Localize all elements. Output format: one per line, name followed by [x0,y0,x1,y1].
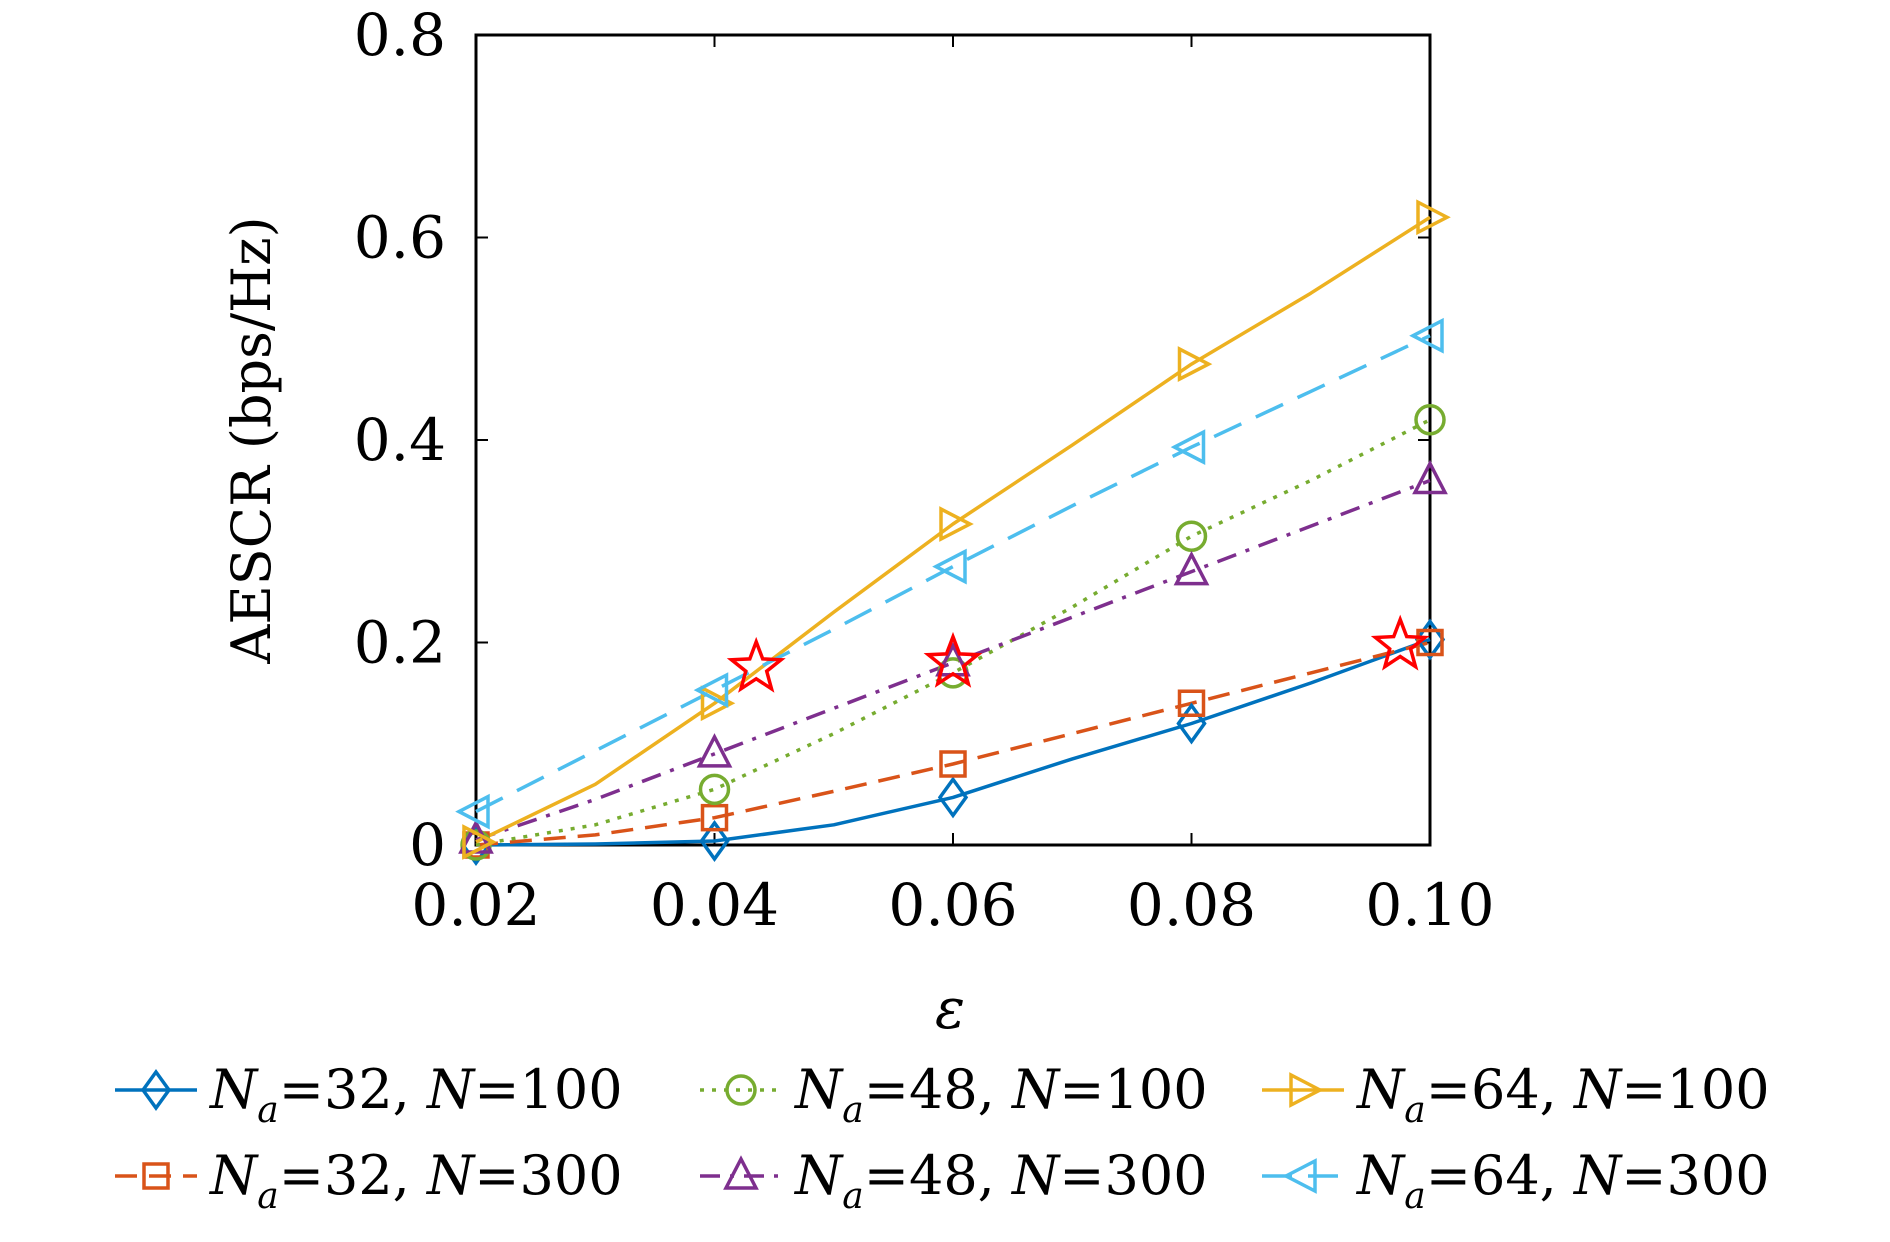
x-tick-label: 0.02 [411,871,540,939]
data-point-marker [1173,550,1210,586]
series-markers [455,199,1451,866]
x-tick-label: 0.04 [650,871,779,939]
legend-entry: Na=32, N=300 [115,1144,623,1217]
y-axis-label: AESCR (bps/Hz) [220,216,283,664]
legend-label: Na=64, N=100 [1355,1058,1770,1131]
data-point-marker [1416,199,1451,236]
star-marker [1370,614,1430,671]
data-point-marker [455,793,490,830]
plot-frame [474,33,1432,847]
legend-entry: Na=64, N=300 [1262,1144,1770,1217]
star-marker [726,636,786,693]
legend-label: Na=64, N=300 [1355,1144,1770,1217]
tick-labels: 0.02 0.04 0.06 0.08 0.10 0 0.2 0.4 0.6 0.8 [354,1,1495,939]
data-point-marker [700,803,729,832]
legend-label: Na=32, N=100 [208,1058,623,1131]
data-point-marker [939,506,974,542]
y-tick-label: 0.4 [354,406,446,474]
star-marker [923,631,983,688]
data-point-marker [937,776,969,819]
y-tick-label: 0.8 [354,1,446,69]
series-line [475,640,1431,847]
data-point-marker [1414,404,1446,436]
series-line [475,478,1431,842]
x-tick-label: 0.10 [1365,871,1494,939]
series-line [475,334,1431,814]
legend-label: Na=48, N=300 [793,1144,1208,1217]
data-point-marker [698,773,731,806]
data-point-marker [939,750,967,778]
data-point-marker [696,733,733,768]
y-tick-label: 0.6 [354,204,446,272]
legend: Na=32, N=100 Na=48, N=100 Na=64, N=100 Na=3… [115,1058,1770,1217]
series-line [475,215,1431,844]
legend-entry: Na=64, N=100 [1262,1058,1770,1131]
y-tick-label: 0.2 [354,609,446,677]
x-axis-label: ε [935,977,965,1042]
data-point-marker [1412,459,1448,495]
legend-marker [1289,1072,1324,1108]
legend-entry: Na=32, N=100 [115,1058,623,1131]
data-point-marker [1414,618,1446,661]
data-point-marker [932,548,967,585]
legend-label: Na=32, N=300 [208,1144,623,1217]
series-lines [475,215,1431,847]
plot-area [474,33,1432,847]
data-point-marker [1170,429,1206,465]
legend-marker [725,1074,757,1106]
data-point-marker [699,819,730,862]
data-point-marker [1409,317,1444,354]
legend-entry: Na=48, N=100 [700,1058,1208,1131]
data-point-marker [1176,702,1207,745]
data-point-marker [462,824,497,860]
axis-labels: AESCR (bps/Hz) ε [220,216,965,1042]
data-point-marker [700,685,736,722]
data-point-marker [693,672,729,708]
annotation-stars [726,614,1430,693]
legend-entry: Na=48, N=300 [700,1144,1208,1217]
x-tick-label: 0.06 [888,871,1017,939]
legend-marker [140,1069,172,1111]
series-line [475,637,1431,847]
legend-marker [1282,1158,1317,1194]
data-point-marker [1177,346,1213,382]
legend-label: Na=48, N=100 [793,1058,1208,1131]
legend-marker [723,1155,759,1190]
data-point-marker [1175,520,1208,552]
x-tick-label: 0.08 [1127,871,1256,939]
y-tick-label: 0 [409,811,446,879]
legend-marker [142,1162,170,1190]
data-point-marker [1177,689,1206,717]
